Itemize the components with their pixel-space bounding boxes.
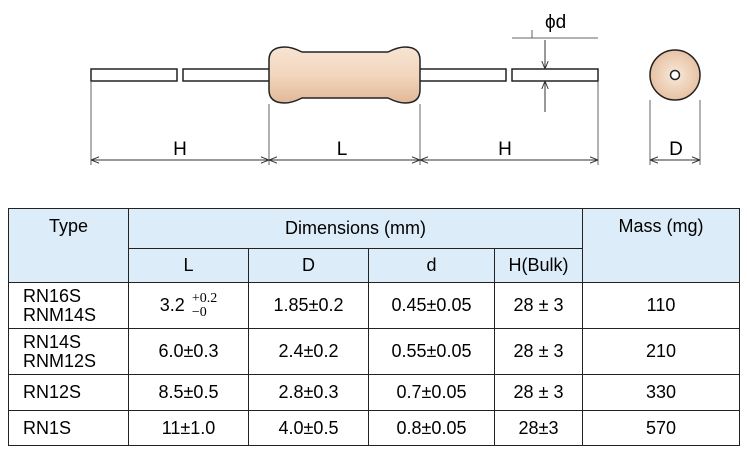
h-cell: 28 ± 3 xyxy=(493,374,584,411)
header-mass: Mass (mg) xyxy=(582,208,741,283)
type-cell: RN1S xyxy=(8,410,129,446)
d-lead-cell: 0.7±0.05 xyxy=(368,374,495,411)
h-cell: 28 ± 3 xyxy=(493,282,584,329)
table-row: RN14S RNM12S 6.0±0.3 2.4±0.2 0.55±0.05 2… xyxy=(8,328,741,375)
mass-cell: 110 xyxy=(582,282,741,329)
dim-label-h-right: H xyxy=(498,139,512,160)
lead-end-view xyxy=(669,69,681,81)
type-name: RN1S xyxy=(23,417,72,438)
header-dimensions: Dimensions (mm) xyxy=(127,208,584,249)
type-name: RN16S xyxy=(23,285,82,306)
mass-cell: 210 xyxy=(582,328,741,375)
l-value: 3.2 xyxy=(159,294,185,315)
lead-left-outer xyxy=(90,68,178,82)
header-d-body: D xyxy=(248,248,369,283)
l-cell: 8.5±0.5 xyxy=(128,374,249,411)
d-lead-cell: 0.55±0.05 xyxy=(368,328,495,375)
header-type: Type xyxy=(8,208,129,283)
tolerance-lower: −0 xyxy=(191,304,207,320)
lead-right-inner xyxy=(415,68,507,82)
resistor-dimension-drawing: H L H D ϕd xyxy=(90,12,701,165)
mass-cell: 570 xyxy=(582,410,741,446)
d-body-cell: 1.85±0.2 xyxy=(248,282,369,329)
h-cell: 28 ± 3 xyxy=(493,328,584,375)
l-cell: 6.0±0.3 xyxy=(128,328,249,375)
dim-label-d-body: D xyxy=(669,139,683,160)
header-d-lead: d xyxy=(368,248,495,283)
type-cell: RN14S RNM12S xyxy=(8,328,129,375)
d-body-cell: 2.4±0.2 xyxy=(248,328,369,375)
type-name: RN12S xyxy=(23,382,82,403)
resistor-body xyxy=(268,46,421,104)
dimension-arrows xyxy=(91,40,700,160)
dim-label-lead-diameter: ϕd xyxy=(545,12,566,33)
extension-lines xyxy=(90,30,701,165)
header-l: L xyxy=(128,248,249,283)
mass-cell: 330 xyxy=(582,374,741,411)
l-cell: 3.2 +0.2 −0 xyxy=(128,282,249,329)
type-cell: RN16S RNM14S xyxy=(8,282,129,329)
tolerance-stack: +0.2 −0 xyxy=(191,290,218,320)
d-body-cell: 2.8±0.3 xyxy=(248,374,369,411)
type-name: RNM14S xyxy=(23,304,97,325)
h-cell: 28±3 xyxy=(493,410,584,446)
tolerance-upper: +0.2 xyxy=(191,290,218,306)
d-lead-cell: 0.45±0.05 xyxy=(368,282,495,329)
l-cell: 11±1.0 xyxy=(128,410,249,446)
lead-left-inner xyxy=(182,68,274,82)
table-row: RN16S RNM14S 3.2 +0.2 −0 1.85±0.2 0.45±0… xyxy=(8,282,741,329)
table-row: RN12S 8.5±0.5 2.8±0.3 0.7±0.05 28 ± 3 33… xyxy=(8,374,741,411)
type-name: RNM12S xyxy=(23,350,97,371)
type-cell: RN12S xyxy=(8,374,129,411)
table-row: RN1S 11±1.0 4.0±0.5 0.8±0.05 28±3 570 xyxy=(8,410,741,446)
header-h-bulk: H(Bulk) xyxy=(493,248,584,283)
lead-right-outer xyxy=(511,68,599,82)
d-lead-cell: 0.8±0.05 xyxy=(368,410,495,446)
dim-label-h-left: H xyxy=(173,139,187,160)
dim-label-l: L xyxy=(337,139,348,160)
type-name: RN14S xyxy=(23,331,82,352)
dimensions-table: Type Dimensions (mm) Mass (mg) L D d H(B… xyxy=(8,208,741,446)
d-body-cell: 4.0±0.5 xyxy=(248,410,369,446)
